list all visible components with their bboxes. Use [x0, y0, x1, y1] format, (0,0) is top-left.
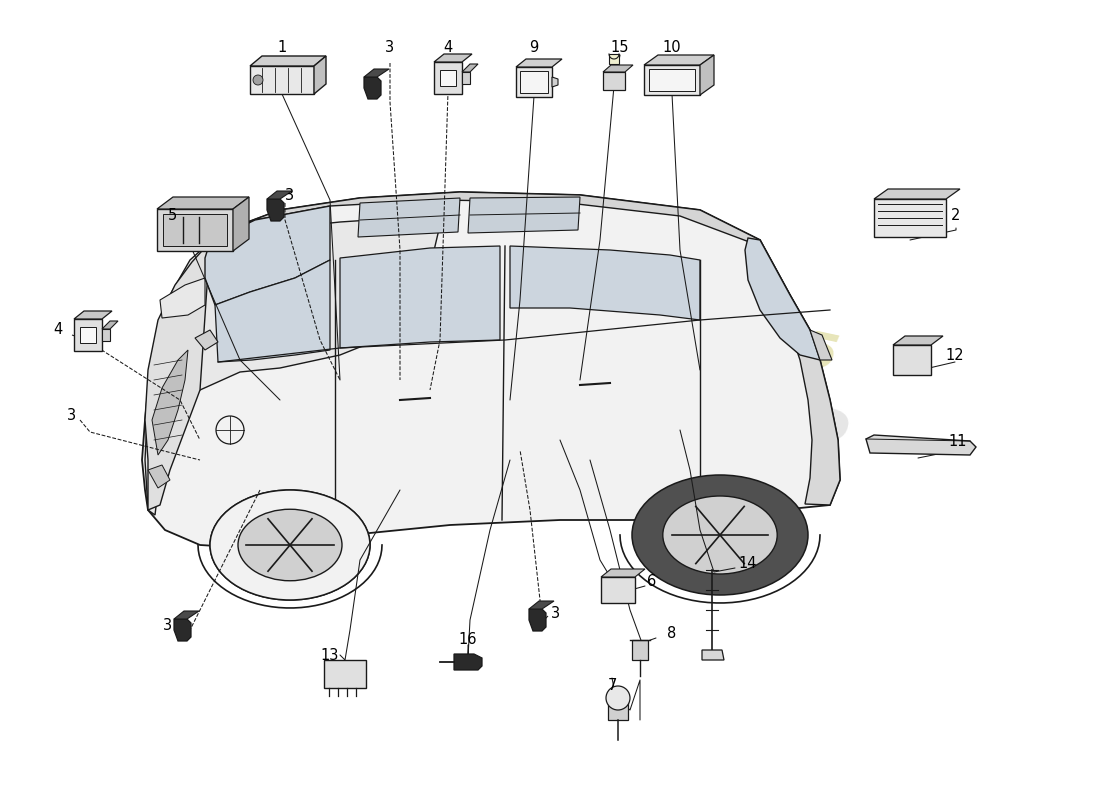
Ellipse shape — [632, 475, 808, 595]
Ellipse shape — [238, 510, 342, 581]
Polygon shape — [163, 214, 227, 246]
Polygon shape — [267, 191, 292, 199]
Polygon shape — [314, 56, 326, 94]
Polygon shape — [74, 319, 102, 351]
Polygon shape — [324, 660, 366, 688]
Polygon shape — [80, 327, 96, 343]
Polygon shape — [250, 66, 314, 94]
Polygon shape — [364, 77, 381, 99]
Polygon shape — [529, 601, 554, 609]
Text: 14: 14 — [739, 557, 757, 571]
Circle shape — [253, 75, 263, 85]
Ellipse shape — [663, 496, 778, 574]
Polygon shape — [608, 702, 628, 720]
Polygon shape — [601, 569, 645, 577]
Polygon shape — [601, 577, 635, 603]
Polygon shape — [160, 278, 205, 318]
Text: 7: 7 — [607, 678, 617, 693]
Polygon shape — [516, 67, 552, 97]
Polygon shape — [644, 55, 714, 65]
Polygon shape — [205, 206, 330, 305]
Polygon shape — [434, 54, 472, 62]
Polygon shape — [874, 199, 946, 237]
Polygon shape — [74, 311, 112, 319]
Polygon shape — [434, 62, 462, 94]
Polygon shape — [462, 64, 478, 72]
Text: 13: 13 — [321, 647, 339, 662]
Polygon shape — [148, 465, 170, 488]
Polygon shape — [700, 55, 714, 95]
Text: 3: 3 — [550, 606, 560, 622]
Polygon shape — [102, 321, 118, 329]
Ellipse shape — [210, 490, 370, 600]
Circle shape — [606, 686, 630, 710]
Polygon shape — [145, 218, 440, 515]
Text: eur: eur — [580, 285, 784, 419]
Polygon shape — [152, 350, 188, 455]
Text: 3: 3 — [67, 407, 77, 422]
Polygon shape — [609, 54, 619, 64]
Polygon shape — [745, 238, 820, 360]
Text: 8: 8 — [668, 626, 676, 642]
Polygon shape — [195, 330, 218, 350]
Polygon shape — [157, 209, 233, 251]
Polygon shape — [644, 65, 700, 95]
Polygon shape — [250, 56, 326, 66]
Text: 11: 11 — [948, 434, 967, 450]
Polygon shape — [174, 611, 199, 619]
Text: 4: 4 — [54, 322, 63, 338]
Text: 1985: 1985 — [697, 306, 843, 382]
Polygon shape — [516, 59, 562, 67]
Polygon shape — [603, 72, 625, 90]
Polygon shape — [529, 609, 546, 631]
Polygon shape — [603, 65, 632, 72]
Polygon shape — [340, 246, 500, 348]
Polygon shape — [358, 198, 460, 237]
Polygon shape — [649, 69, 695, 91]
Polygon shape — [233, 197, 249, 251]
Polygon shape — [520, 71, 548, 93]
Polygon shape — [157, 197, 249, 209]
Polygon shape — [702, 650, 724, 660]
Polygon shape — [780, 295, 840, 505]
Text: 3: 3 — [285, 187, 295, 202]
Polygon shape — [632, 640, 648, 660]
Text: a passion for parts: a passion for parts — [503, 220, 685, 276]
Polygon shape — [454, 654, 482, 670]
Polygon shape — [174, 619, 191, 641]
Text: 10: 10 — [662, 39, 681, 54]
Polygon shape — [364, 69, 389, 77]
Text: 12: 12 — [946, 347, 965, 362]
Polygon shape — [468, 197, 580, 233]
Text: 16: 16 — [459, 633, 477, 647]
Polygon shape — [214, 260, 330, 362]
Polygon shape — [145, 242, 210, 510]
Text: 4: 4 — [443, 39, 452, 54]
Polygon shape — [440, 70, 456, 86]
Polygon shape — [462, 72, 470, 84]
Text: 9: 9 — [529, 39, 539, 54]
Polygon shape — [866, 435, 976, 455]
Text: 15: 15 — [610, 39, 629, 54]
Text: 3: 3 — [164, 618, 173, 633]
Polygon shape — [893, 336, 943, 345]
Polygon shape — [142, 192, 840, 548]
Text: euR: euR — [671, 376, 858, 488]
Polygon shape — [267, 199, 284, 221]
Polygon shape — [510, 246, 700, 320]
Polygon shape — [810, 330, 832, 360]
Text: 5: 5 — [167, 209, 177, 223]
Polygon shape — [893, 345, 931, 375]
Polygon shape — [874, 189, 960, 199]
Text: 3: 3 — [385, 39, 395, 54]
Polygon shape — [210, 192, 790, 298]
Polygon shape — [552, 77, 558, 87]
Ellipse shape — [210, 490, 370, 600]
Text: 6: 6 — [648, 574, 657, 590]
Polygon shape — [102, 329, 110, 341]
Text: 1: 1 — [277, 39, 287, 54]
Text: 2: 2 — [952, 207, 960, 222]
